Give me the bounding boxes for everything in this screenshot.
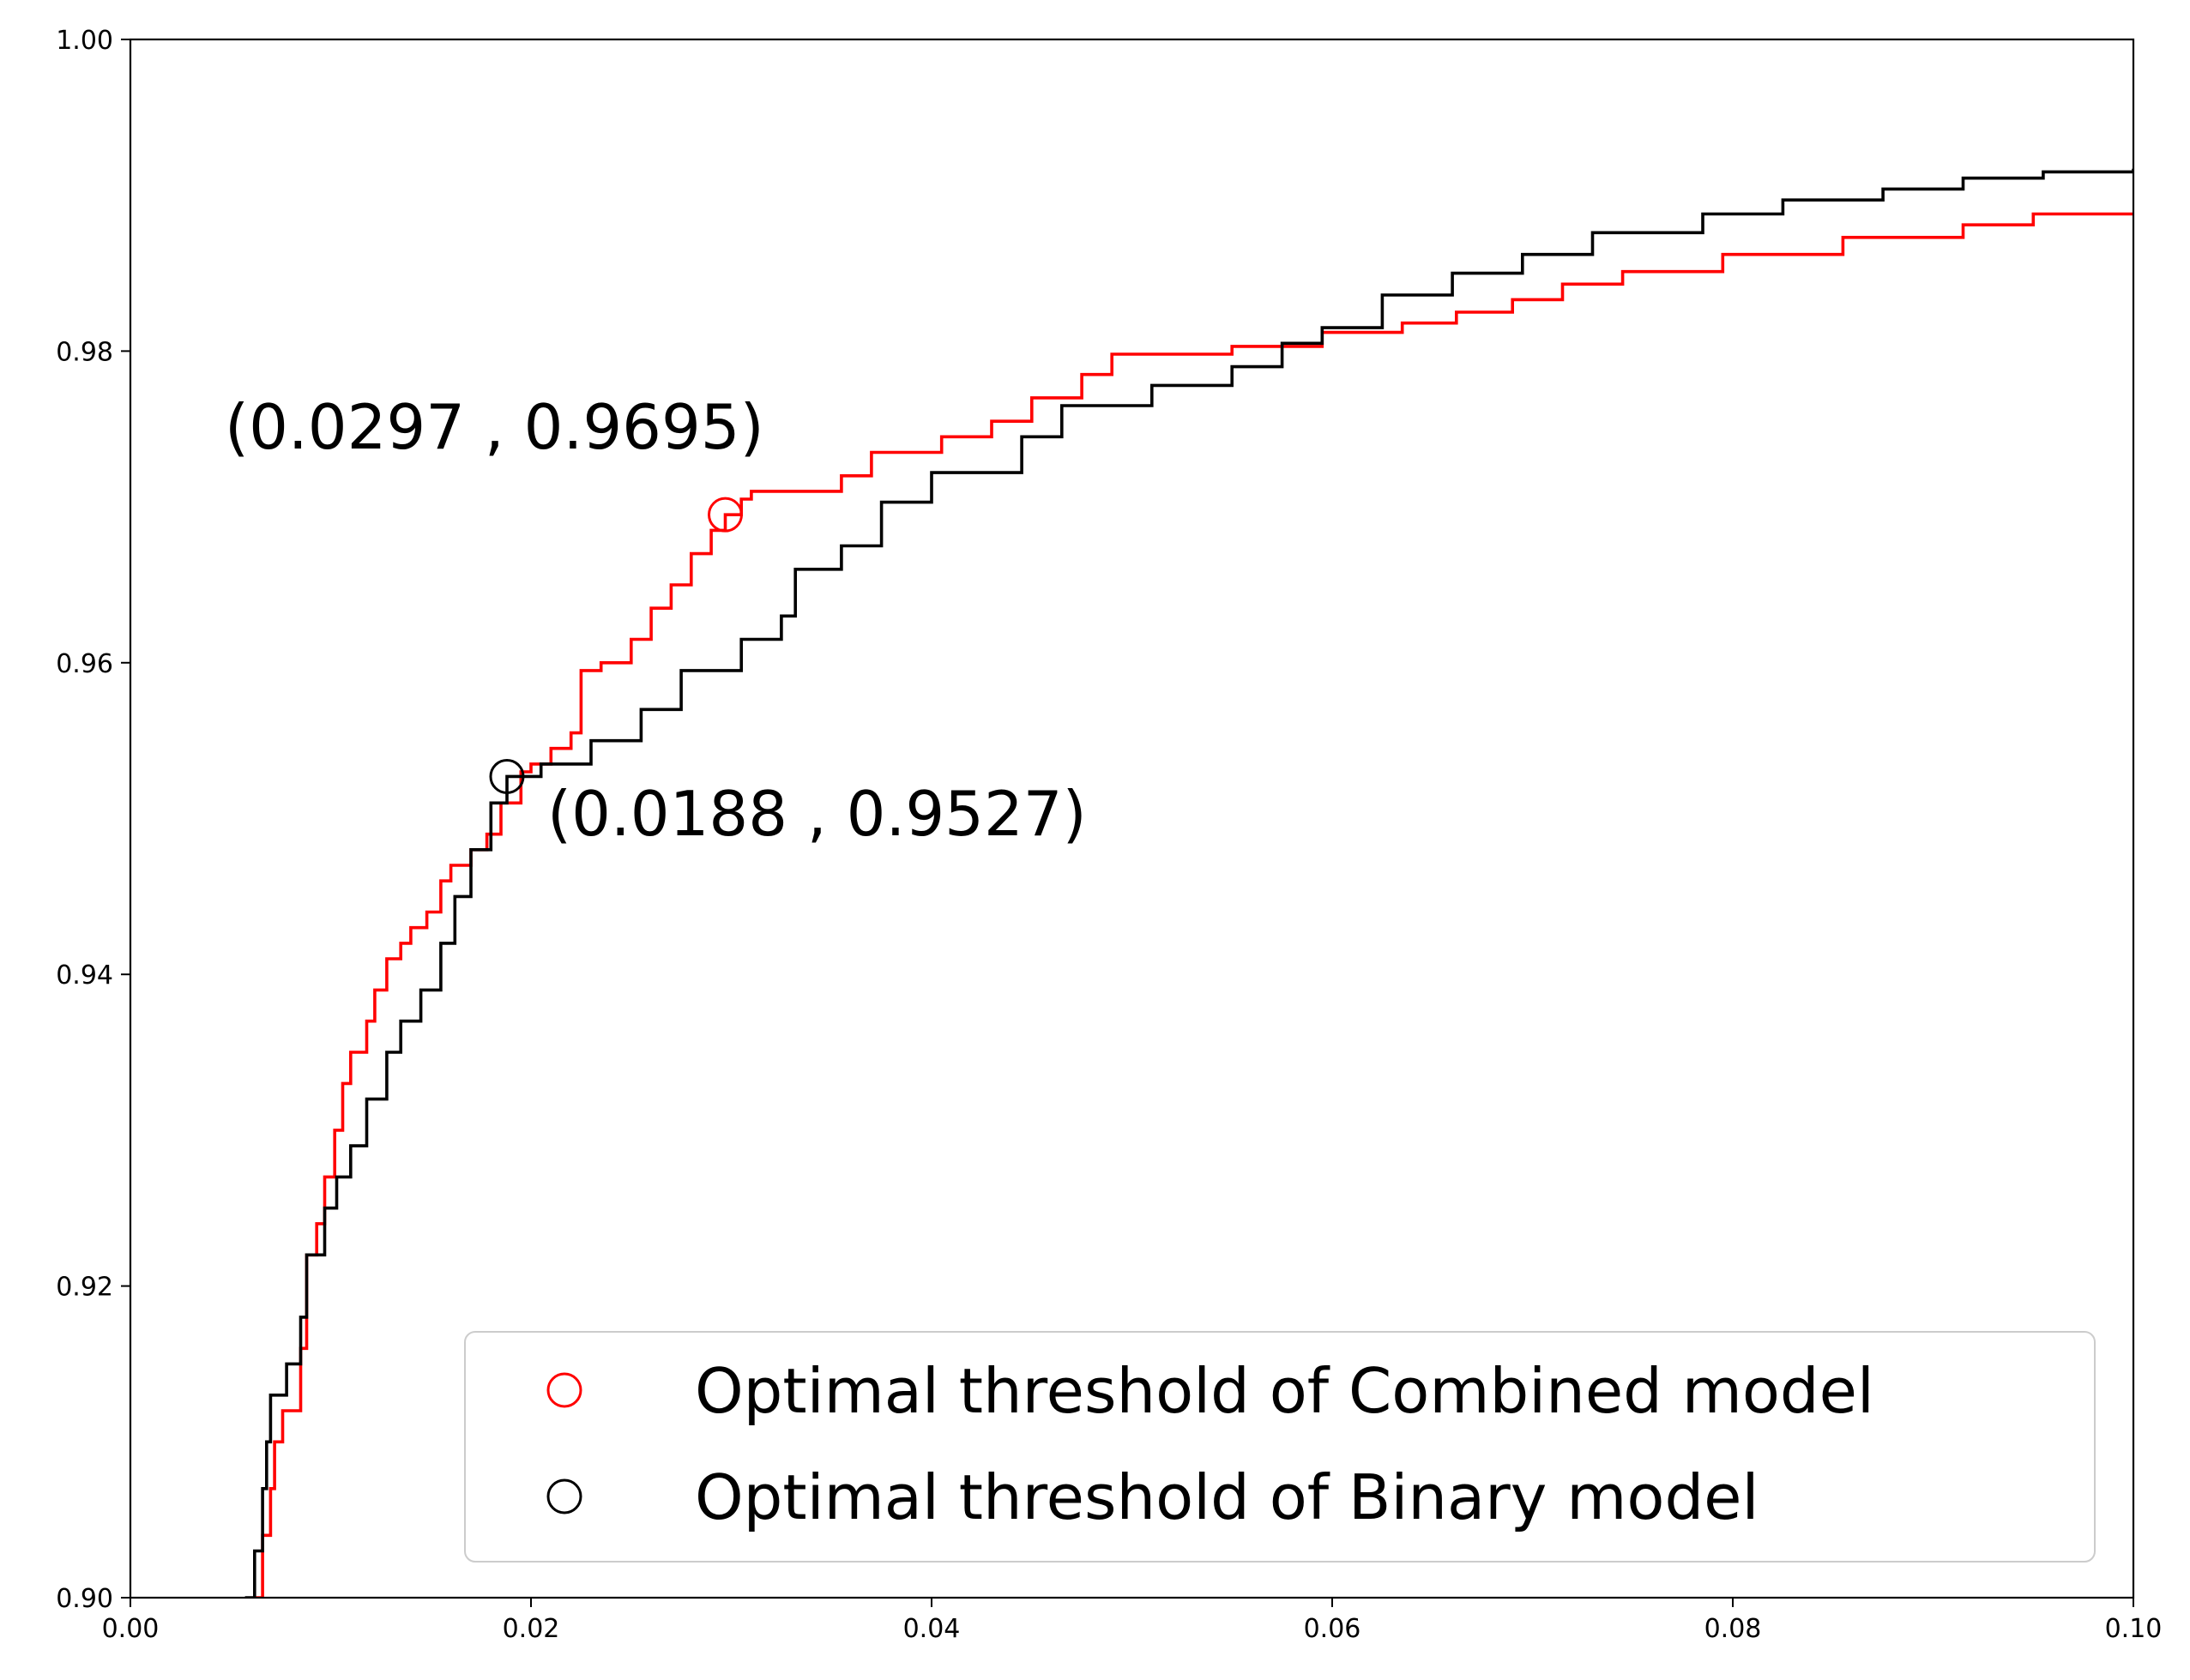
y-tick-label: 0.94 <box>56 960 113 991</box>
legend-box <box>464 1331 2096 1563</box>
series-lines <box>244 168 2133 1598</box>
x-tick-label: 0.02 <box>503 1614 560 1644</box>
annotation-combined: (0.0297 , 0.9695) <box>225 391 764 463</box>
annotation-binary: (0.0188 , 0.9527) <box>547 778 1087 850</box>
threshold-marker-1 <box>489 758 525 794</box>
x-tick-label: 0.06 <box>1304 1614 1361 1644</box>
marker-annotations: (0.0297 , 0.9695) (0.0188 , 0.9527) <box>225 391 1087 850</box>
y-tick-label: 0.90 <box>56 1584 113 1614</box>
x-axis-ticks: 0.00 0.02 0.04 0.06 0.08 0.10 <box>102 1598 2163 1644</box>
legend-marker-0 <box>546 1372 582 1408</box>
y-tick-label: 0.98 <box>56 337 113 367</box>
plot-frame <box>129 38 2135 1599</box>
x-tick-label: 0.10 <box>2105 1614 2163 1644</box>
x-tick-label: 0.08 <box>1704 1614 1762 1644</box>
legend-label-0: Optimal threshold of Combined model <box>695 1355 1874 1427</box>
threshold-markers <box>489 497 743 794</box>
legend-marker-1 <box>546 1478 582 1514</box>
legend: Optimal threshold of Combined model Optim… <box>464 1331 2096 1563</box>
series-line-0 <box>255 212 2133 1598</box>
legend-label-1: Optimal threshold of Binary model <box>695 1461 1759 1533</box>
y-tick-label: 0.96 <box>56 649 113 679</box>
x-tick-label: 0.04 <box>903 1614 961 1644</box>
threshold-marker-0 <box>707 497 743 533</box>
y-tick-label: 0.92 <box>56 1273 113 1303</box>
y-tick-label: 1.00 <box>56 26 113 56</box>
x-tick-label: 0.00 <box>102 1614 160 1644</box>
series-line-1 <box>244 168 2133 1598</box>
y-axis-ticks: 0.90 0.92 0.94 0.96 0.98 1.00 <box>56 26 130 1614</box>
